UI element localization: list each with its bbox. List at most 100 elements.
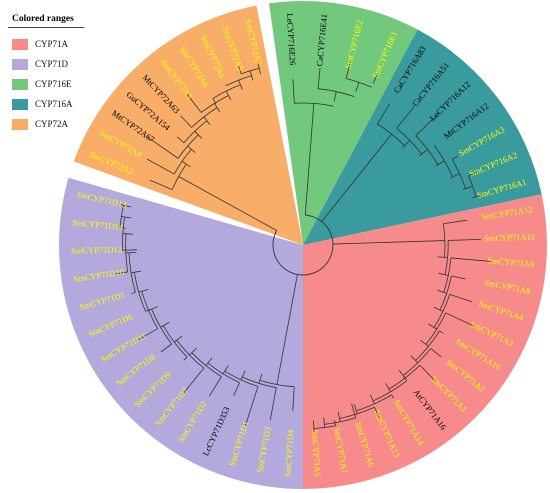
internal-branch	[402, 140, 411, 148]
leaf-branch	[372, 73, 378, 84]
leaf-branch	[244, 386, 259, 427]
legend-label: CYP71A	[35, 39, 69, 49]
clade-stem	[321, 133, 392, 222]
legend-item: CYP716A	[6, 94, 86, 114]
leaf-branch	[146, 136, 179, 159]
internal-branch	[437, 256, 448, 259]
legend: Colored ranges CYP71A CYP71D CYP716E CYP716…	[6, 14, 86, 134]
internal-arc	[162, 325, 188, 358]
internal-branch	[323, 417, 326, 428]
legend-label: CYP71D	[35, 59, 69, 69]
clade-stem	[178, 176, 277, 231]
leaf-branch	[430, 348, 442, 358]
internal-arc	[356, 394, 392, 412]
internal-branch	[131, 270, 142, 274]
internal-arc	[433, 294, 451, 328]
legend-item: CYP71A	[6, 34, 86, 54]
leaf-label: SmCYP71D14	[72, 217, 124, 232]
legend-item: CYP72A	[6, 114, 86, 134]
legend-item: CYP71D	[6, 54, 86, 74]
leaf-branch	[468, 171, 479, 177]
internal-branch	[121, 216, 132, 219]
leaf-branch	[445, 312, 475, 327]
internal-arc	[434, 145, 454, 177]
internal-branch	[173, 335, 183, 343]
internal-branch	[410, 355, 419, 364]
tree-branches	[115, 60, 493, 432]
leaf-branch	[419, 364, 436, 382]
legend-swatch	[12, 38, 28, 50]
leaf-branch	[233, 382, 240, 396]
leaf-branch	[186, 94, 202, 113]
internal-branch	[122, 233, 133, 235]
leaf-label: SmCYP71A11	[484, 232, 535, 244]
legend-swatch	[12, 118, 28, 130]
leaf-branch	[208, 376, 222, 397]
leaf-branch	[448, 239, 481, 241]
clade-sector	[269, 1, 418, 246]
internal-branch	[398, 369, 406, 379]
internal-branch	[138, 289, 149, 293]
internal-branch	[205, 357, 213, 366]
leaf-branch	[238, 66, 242, 74]
clade-sector	[303, 29, 542, 245]
internal-branch	[438, 272, 449, 276]
internal-arc	[425, 312, 447, 345]
legend-item: CYP716E	[6, 74, 86, 94]
leaf-branch	[131, 292, 136, 294]
leaf-branch	[472, 194, 484, 199]
internal-branch	[420, 339, 429, 347]
internal-branch	[433, 306, 444, 312]
internal-branch	[225, 90, 232, 101]
legend-label: CYP716E	[35, 79, 72, 89]
internal-branch	[240, 370, 246, 380]
internal-branch	[435, 160, 445, 167]
leaf-branch	[345, 60, 351, 79]
internal-branch	[385, 383, 391, 393]
internal-branch	[160, 321, 170, 328]
internal-branch	[258, 373, 263, 384]
leaf-branch	[160, 343, 172, 353]
internal-arc	[225, 75, 252, 86]
internal-branch	[437, 289, 447, 294]
leaf-branch	[180, 115, 192, 128]
leaf-branch	[451, 156, 458, 160]
internal-arc	[171, 163, 187, 190]
leaf-branch	[183, 367, 205, 394]
legend-swatch	[12, 98, 28, 110]
leaf-branch	[449, 294, 472, 303]
legend-title: Colored ranges	[12, 14, 74, 24]
leaf-branch	[269, 387, 277, 421]
root-arc	[272, 214, 334, 276]
legend-swatch	[12, 78, 28, 90]
internal-arc	[200, 95, 229, 113]
clade-stem	[304, 103, 315, 216]
internal-branch	[369, 394, 375, 404]
internal-arc	[451, 159, 466, 189]
internal-branch	[419, 149, 428, 156]
clade-sector	[58, 177, 304, 489]
legend-swatch	[12, 58, 28, 70]
internal-branch	[450, 173, 460, 179]
leaf-branch	[351, 403, 357, 418]
leaf-branch	[138, 328, 158, 341]
leaf-branch	[374, 407, 381, 420]
leaf-branch	[391, 394, 394, 399]
internal-arc	[396, 127, 423, 155]
internal-branch	[148, 306, 158, 311]
leaf-branch	[313, 420, 315, 432]
internal-branch	[428, 323, 437, 330]
leaf-label: SmCYP71A5	[310, 430, 323, 477]
leaf-branch	[377, 103, 391, 125]
leaf-label: LeCYP716E26	[285, 13, 298, 65]
leaf-label: SmCYP71A9	[487, 255, 534, 269]
leaf-branch	[415, 112, 440, 136]
leaf-branch	[149, 179, 173, 190]
internal-arc	[128, 252, 136, 293]
leaf-branch	[146, 158, 175, 175]
leaf-branch	[120, 204, 132, 208]
legend-label: CYP72A	[35, 119, 69, 129]
internal-arc	[173, 149, 192, 175]
legend-label: CYP716A	[35, 99, 73, 109]
